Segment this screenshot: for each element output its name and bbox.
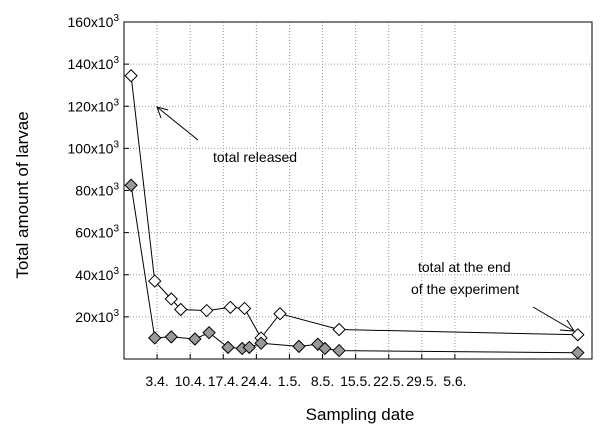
y-tick-label: 40x103 <box>75 266 119 283</box>
data-point <box>202 325 216 340</box>
x-tick-label: 22.5. <box>373 373 404 389</box>
data-point <box>571 345 585 360</box>
x-axis-title: Sampling date <box>306 405 415 424</box>
data-point <box>223 300 238 315</box>
y-tick-label: 100x103 <box>68 139 120 156</box>
data-point <box>174 302 188 317</box>
arrow-total-released <box>156 106 199 141</box>
y-axis-title: Total amount of larvae <box>13 111 32 278</box>
data-point <box>318 341 332 356</box>
annotations: total released total at the end of the e… <box>156 106 575 332</box>
data-point <box>332 322 346 337</box>
data-point <box>148 331 162 345</box>
data-point <box>148 274 162 288</box>
data-point <box>292 339 306 354</box>
x-tick-label: 17.4. <box>208 373 239 389</box>
data-point <box>254 336 268 350</box>
y-tick-label: 20x103 <box>75 308 119 325</box>
x-tick-label: 8.5. <box>311 373 334 389</box>
grid <box>124 22 592 359</box>
x-tick-label: 15.5. <box>340 373 371 389</box>
data-point <box>124 178 138 192</box>
data-point <box>221 340 235 355</box>
series-line <box>130 75 578 339</box>
series-2 <box>124 178 585 360</box>
annotation-total-end-line2: of the experiment <box>411 281 519 297</box>
x-tick-label: 5.6. <box>443 373 466 389</box>
x-tick-label: 29.5. <box>406 373 437 389</box>
data-point <box>124 69 138 83</box>
annotation-total-released: total released <box>213 149 297 165</box>
x-tick-label: 10.4. <box>175 373 206 389</box>
y-tick-label: 160x103 <box>68 13 120 30</box>
x-tick-label: 24.4. <box>241 373 272 389</box>
data-point <box>332 343 346 358</box>
data-point <box>164 292 178 306</box>
data-point <box>571 328 585 342</box>
data-point <box>273 307 287 321</box>
x-tick-label: 3.4. <box>145 373 168 389</box>
series-group <box>124 69 585 360</box>
x-axis-ticks: 3.4. 10.4. 17.4. 24.4. 1.5. 8.5. 15.5. 22.5. 29.… <box>145 354 467 389</box>
annotation-total-end-line1: total at the end <box>418 259 511 275</box>
x-tick-label: 1.5. <box>278 373 301 389</box>
series-line <box>130 185 578 354</box>
y-tick-label: 120x103 <box>68 97 120 114</box>
data-point <box>164 330 178 344</box>
data-point <box>200 303 214 318</box>
data-point <box>188 332 202 346</box>
data-point <box>242 340 256 355</box>
y-tick-label: 80x103 <box>75 182 119 199</box>
arrow-total-end <box>532 306 575 332</box>
y-tick-label: 140x103 <box>68 55 120 72</box>
y-axis-ticks: 20x103 40x103 60x103 80x103 100x103 120x103 14… <box>68 13 129 325</box>
data-point <box>237 301 252 316</box>
series-1 <box>124 69 585 345</box>
y-tick-label: 60x103 <box>75 224 119 241</box>
